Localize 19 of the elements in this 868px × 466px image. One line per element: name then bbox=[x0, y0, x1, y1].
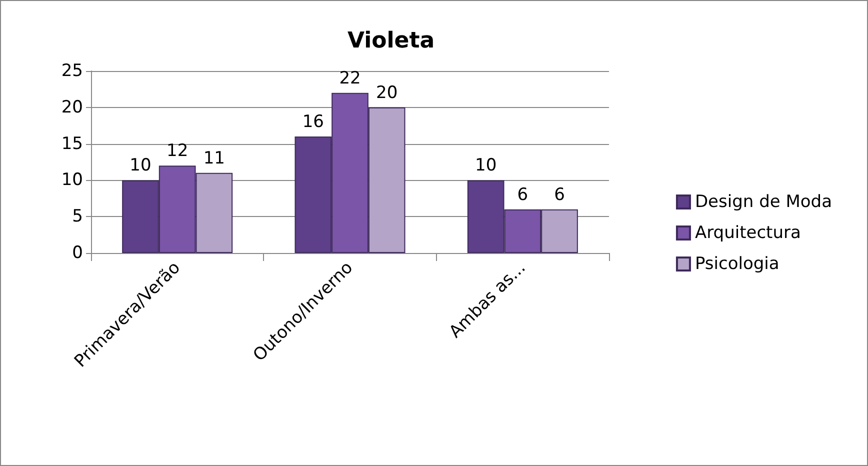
chart-title: Violeta bbox=[347, 28, 435, 54]
y-tick-label: 5 bbox=[72, 206, 83, 227]
y-tick-label: 10 bbox=[61, 170, 83, 190]
y-tick-label: 20 bbox=[61, 97, 83, 118]
data-label: 6 bbox=[554, 184, 565, 205]
data-label: 16 bbox=[302, 112, 324, 132]
y-tick-label: 15 bbox=[61, 134, 83, 154]
y-tick-label: 0 bbox=[72, 243, 83, 263]
data-label: 20 bbox=[376, 82, 398, 103]
data-label: 10 bbox=[475, 156, 497, 176]
legend-label: Arquitectura bbox=[694, 223, 801, 243]
data-label: 6 bbox=[517, 184, 528, 205]
data-label: 10 bbox=[130, 156, 152, 176]
y-tick-label: 25 bbox=[61, 61, 83, 81]
data-label: 22 bbox=[339, 68, 361, 88]
legend-label: Psicologia bbox=[694, 254, 780, 274]
data-label: 12 bbox=[166, 141, 188, 162]
data-label: 11 bbox=[203, 148, 225, 168]
legend-label: Design de Moda bbox=[694, 192, 832, 212]
